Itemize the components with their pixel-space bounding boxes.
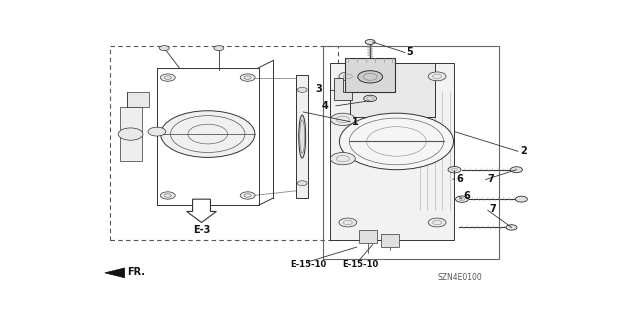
- Circle shape: [214, 46, 224, 51]
- Text: E-15-10: E-15-10: [290, 260, 326, 269]
- Circle shape: [506, 225, 517, 230]
- Circle shape: [330, 113, 355, 125]
- Circle shape: [240, 192, 255, 199]
- Circle shape: [330, 152, 355, 165]
- Circle shape: [511, 167, 522, 173]
- Bar: [359, 230, 376, 243]
- Circle shape: [339, 218, 356, 227]
- Circle shape: [161, 111, 255, 157]
- Polygon shape: [187, 199, 216, 223]
- Bar: [350, 63, 435, 117]
- Bar: [120, 107, 142, 161]
- Text: 6: 6: [456, 174, 463, 184]
- Text: 4: 4: [321, 101, 328, 111]
- Text: FR.: FR.: [127, 267, 145, 277]
- Circle shape: [161, 192, 175, 199]
- Bar: [323, 46, 499, 259]
- Text: 5: 5: [406, 47, 413, 57]
- Circle shape: [428, 72, 446, 81]
- Circle shape: [161, 74, 175, 81]
- Text: 2: 2: [520, 146, 527, 156]
- Polygon shape: [105, 268, 125, 278]
- Circle shape: [297, 87, 307, 92]
- Text: E-3: E-3: [193, 225, 210, 235]
- Bar: [110, 46, 338, 240]
- Text: 1: 1: [352, 117, 359, 127]
- Circle shape: [118, 128, 143, 140]
- Polygon shape: [296, 75, 308, 198]
- Bar: [127, 92, 150, 107]
- Polygon shape: [334, 78, 352, 100]
- Bar: [381, 234, 399, 247]
- Text: E-15-10: E-15-10: [342, 260, 378, 269]
- Text: 7: 7: [489, 204, 496, 214]
- Text: SZN4E0100: SZN4E0100: [437, 272, 482, 282]
- Circle shape: [515, 196, 527, 202]
- Circle shape: [358, 71, 383, 83]
- Circle shape: [240, 74, 255, 81]
- Circle shape: [428, 218, 446, 227]
- Bar: [330, 63, 454, 240]
- Circle shape: [297, 181, 307, 186]
- Ellipse shape: [299, 115, 306, 158]
- Text: 3: 3: [316, 84, 322, 94]
- Circle shape: [339, 113, 454, 170]
- Circle shape: [448, 167, 461, 173]
- Text: 6: 6: [463, 191, 470, 201]
- Circle shape: [456, 196, 468, 202]
- Circle shape: [148, 127, 166, 136]
- Circle shape: [365, 40, 375, 44]
- Circle shape: [159, 46, 169, 51]
- Circle shape: [339, 72, 356, 81]
- Text: 7: 7: [488, 174, 495, 184]
- Circle shape: [364, 95, 376, 102]
- Bar: [346, 58, 395, 92]
